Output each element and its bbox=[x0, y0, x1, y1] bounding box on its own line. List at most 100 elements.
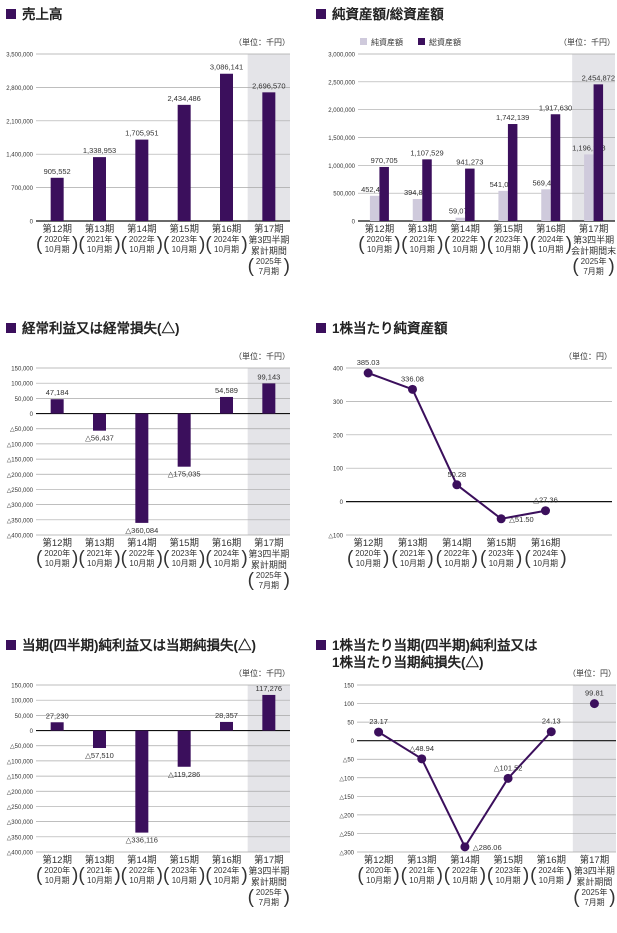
paren-close: ) bbox=[560, 548, 566, 569]
data-label: 99.81 bbox=[585, 689, 604, 698]
unit-label: （単位：円） bbox=[564, 351, 612, 361]
category-month: 7月期 bbox=[259, 581, 279, 590]
title-square-icon bbox=[316, 640, 326, 650]
category-month: 10月期 bbox=[87, 559, 112, 568]
category-year: 2024年 bbox=[214, 234, 240, 244]
category-label: 第13期 bbox=[407, 223, 437, 235]
category-month: 10月期 bbox=[45, 559, 70, 568]
paren-open: ( bbox=[357, 865, 364, 886]
paren-close: ) bbox=[72, 865, 78, 886]
paren-open: ( bbox=[358, 234, 365, 255]
y-tick-label: 0 bbox=[351, 739, 355, 745]
category-label: 第12期 bbox=[42, 854, 72, 866]
bar bbox=[220, 396, 233, 414]
y-tick-label: △350,000 bbox=[7, 835, 34, 841]
data-point bbox=[363, 368, 373, 378]
category-label: 第13期 bbox=[407, 854, 437, 866]
y-tick-label: △50,000 bbox=[10, 427, 34, 433]
paren-open: ( bbox=[487, 234, 494, 255]
y-tick-label: 150 bbox=[344, 684, 355, 690]
y-tick-label: △150,000 bbox=[7, 775, 34, 781]
data-label: 2,434,486 bbox=[167, 94, 200, 103]
category-year: 2023年 bbox=[171, 234, 197, 244]
paren-open: ( bbox=[444, 234, 451, 255]
legend-label: 純資産額 bbox=[371, 37, 403, 47]
category-year: 2023年 bbox=[488, 548, 514, 558]
category-month: 10月期 bbox=[172, 559, 197, 568]
category-label: 第16期 bbox=[212, 223, 242, 235]
paren-open: ( bbox=[401, 865, 408, 886]
data-label: △56,437 bbox=[85, 434, 114, 443]
paren-close: ) bbox=[199, 548, 205, 569]
category-label: 第13期 bbox=[85, 223, 115, 235]
title-square-icon bbox=[6, 640, 16, 650]
data-label: 2,454,872 bbox=[582, 73, 615, 82]
category-month: 10月期 bbox=[129, 876, 154, 885]
y-tick-label: △50,000 bbox=[10, 744, 34, 750]
y-tick-label: 100 bbox=[333, 467, 344, 473]
y-tick-label: △200,000 bbox=[7, 473, 34, 479]
y-tick-label: 100,000 bbox=[11, 699, 33, 705]
series-line bbox=[367, 372, 546, 520]
category-year: 2021年 bbox=[400, 548, 426, 558]
category-label: 第14期 bbox=[127, 854, 157, 866]
y-tick-label: △250,000 bbox=[7, 805, 34, 811]
title-line-2: 1株当たり当期純損失(△) bbox=[332, 655, 484, 670]
y-tick-label: △300,000 bbox=[7, 820, 34, 826]
paren-open: ( bbox=[573, 887, 580, 908]
data-point bbox=[589, 699, 599, 709]
bar bbox=[498, 190, 508, 221]
paren-close: ) bbox=[472, 548, 478, 569]
category-month: 10月期 bbox=[214, 876, 239, 885]
category-label: 第12期 bbox=[42, 223, 72, 235]
data-label: △57,510 bbox=[85, 751, 114, 760]
unit-label: （単位：円） bbox=[568, 668, 616, 678]
category-label: 第14期 bbox=[127, 537, 157, 549]
paren-close: ) bbox=[114, 548, 120, 569]
y-tick-label: △200,000 bbox=[7, 790, 34, 796]
bar bbox=[50, 722, 64, 731]
paren-open: ( bbox=[163, 865, 170, 886]
category-year: 2025年 bbox=[256, 887, 282, 897]
data-label: △48.94 bbox=[409, 744, 434, 753]
category-label: 第14期 bbox=[450, 223, 480, 235]
paren-close: ) bbox=[72, 548, 78, 569]
y-tick-label: 3,000,000 bbox=[328, 53, 355, 59]
legend-swatch-1 bbox=[418, 38, 425, 45]
paren-close: ) bbox=[383, 548, 389, 569]
paren-close: ) bbox=[284, 570, 290, 591]
category-month: 10月期 bbox=[367, 245, 392, 254]
paren-open: ( bbox=[480, 548, 487, 569]
category-year: 2020年 bbox=[44, 548, 70, 558]
category-month: 10月期 bbox=[410, 245, 435, 254]
assets-chart: （単位：千円） 純資産額 総資産額 0 500,000 1,000,000 1,500,00… bbox=[328, 37, 616, 277]
bar bbox=[220, 721, 233, 731]
category-sublabel: 第3四半期 bbox=[573, 234, 614, 245]
data-label: △119,286 bbox=[168, 770, 200, 779]
category-year: 2022年 bbox=[444, 548, 470, 558]
y-tick-label: △50 bbox=[343, 758, 355, 764]
y-tick-label: 50,000 bbox=[15, 397, 34, 403]
category-year: 2023年 bbox=[495, 865, 521, 875]
bps-chart: （単位：円）4003002001000△100第12期2020年10月期()第1… bbox=[328, 351, 612, 569]
y-tick-label: 0 bbox=[30, 729, 34, 735]
chart-title: 経常利益又は経常損失(△) bbox=[6, 320, 180, 337]
data-point bbox=[374, 727, 384, 737]
category-year: 2022年 bbox=[129, 865, 155, 875]
paren-open: ( bbox=[572, 256, 579, 277]
paren-open: ( bbox=[163, 548, 170, 569]
category-year: 2024年 bbox=[214, 865, 240, 875]
category-year: 2021年 bbox=[409, 234, 435, 244]
category-month: 10月期 bbox=[400, 559, 425, 568]
category-sublabel: 第3四半期 bbox=[248, 865, 289, 876]
data-label: 541,092 bbox=[490, 180, 517, 189]
paren-close: ) bbox=[566, 234, 572, 255]
category-sublabel: 会計期間末 bbox=[571, 245, 616, 256]
category-label: 第17期 bbox=[254, 537, 284, 549]
category-label: 第17期 bbox=[579, 223, 609, 235]
paren-open: ( bbox=[121, 548, 128, 569]
paren-open: ( bbox=[205, 548, 212, 569]
y-tick-label: 1,000,000 bbox=[328, 164, 355, 170]
y-tick-label: 100 bbox=[344, 702, 355, 708]
y-tick-label: 700,000 bbox=[11, 186, 33, 192]
